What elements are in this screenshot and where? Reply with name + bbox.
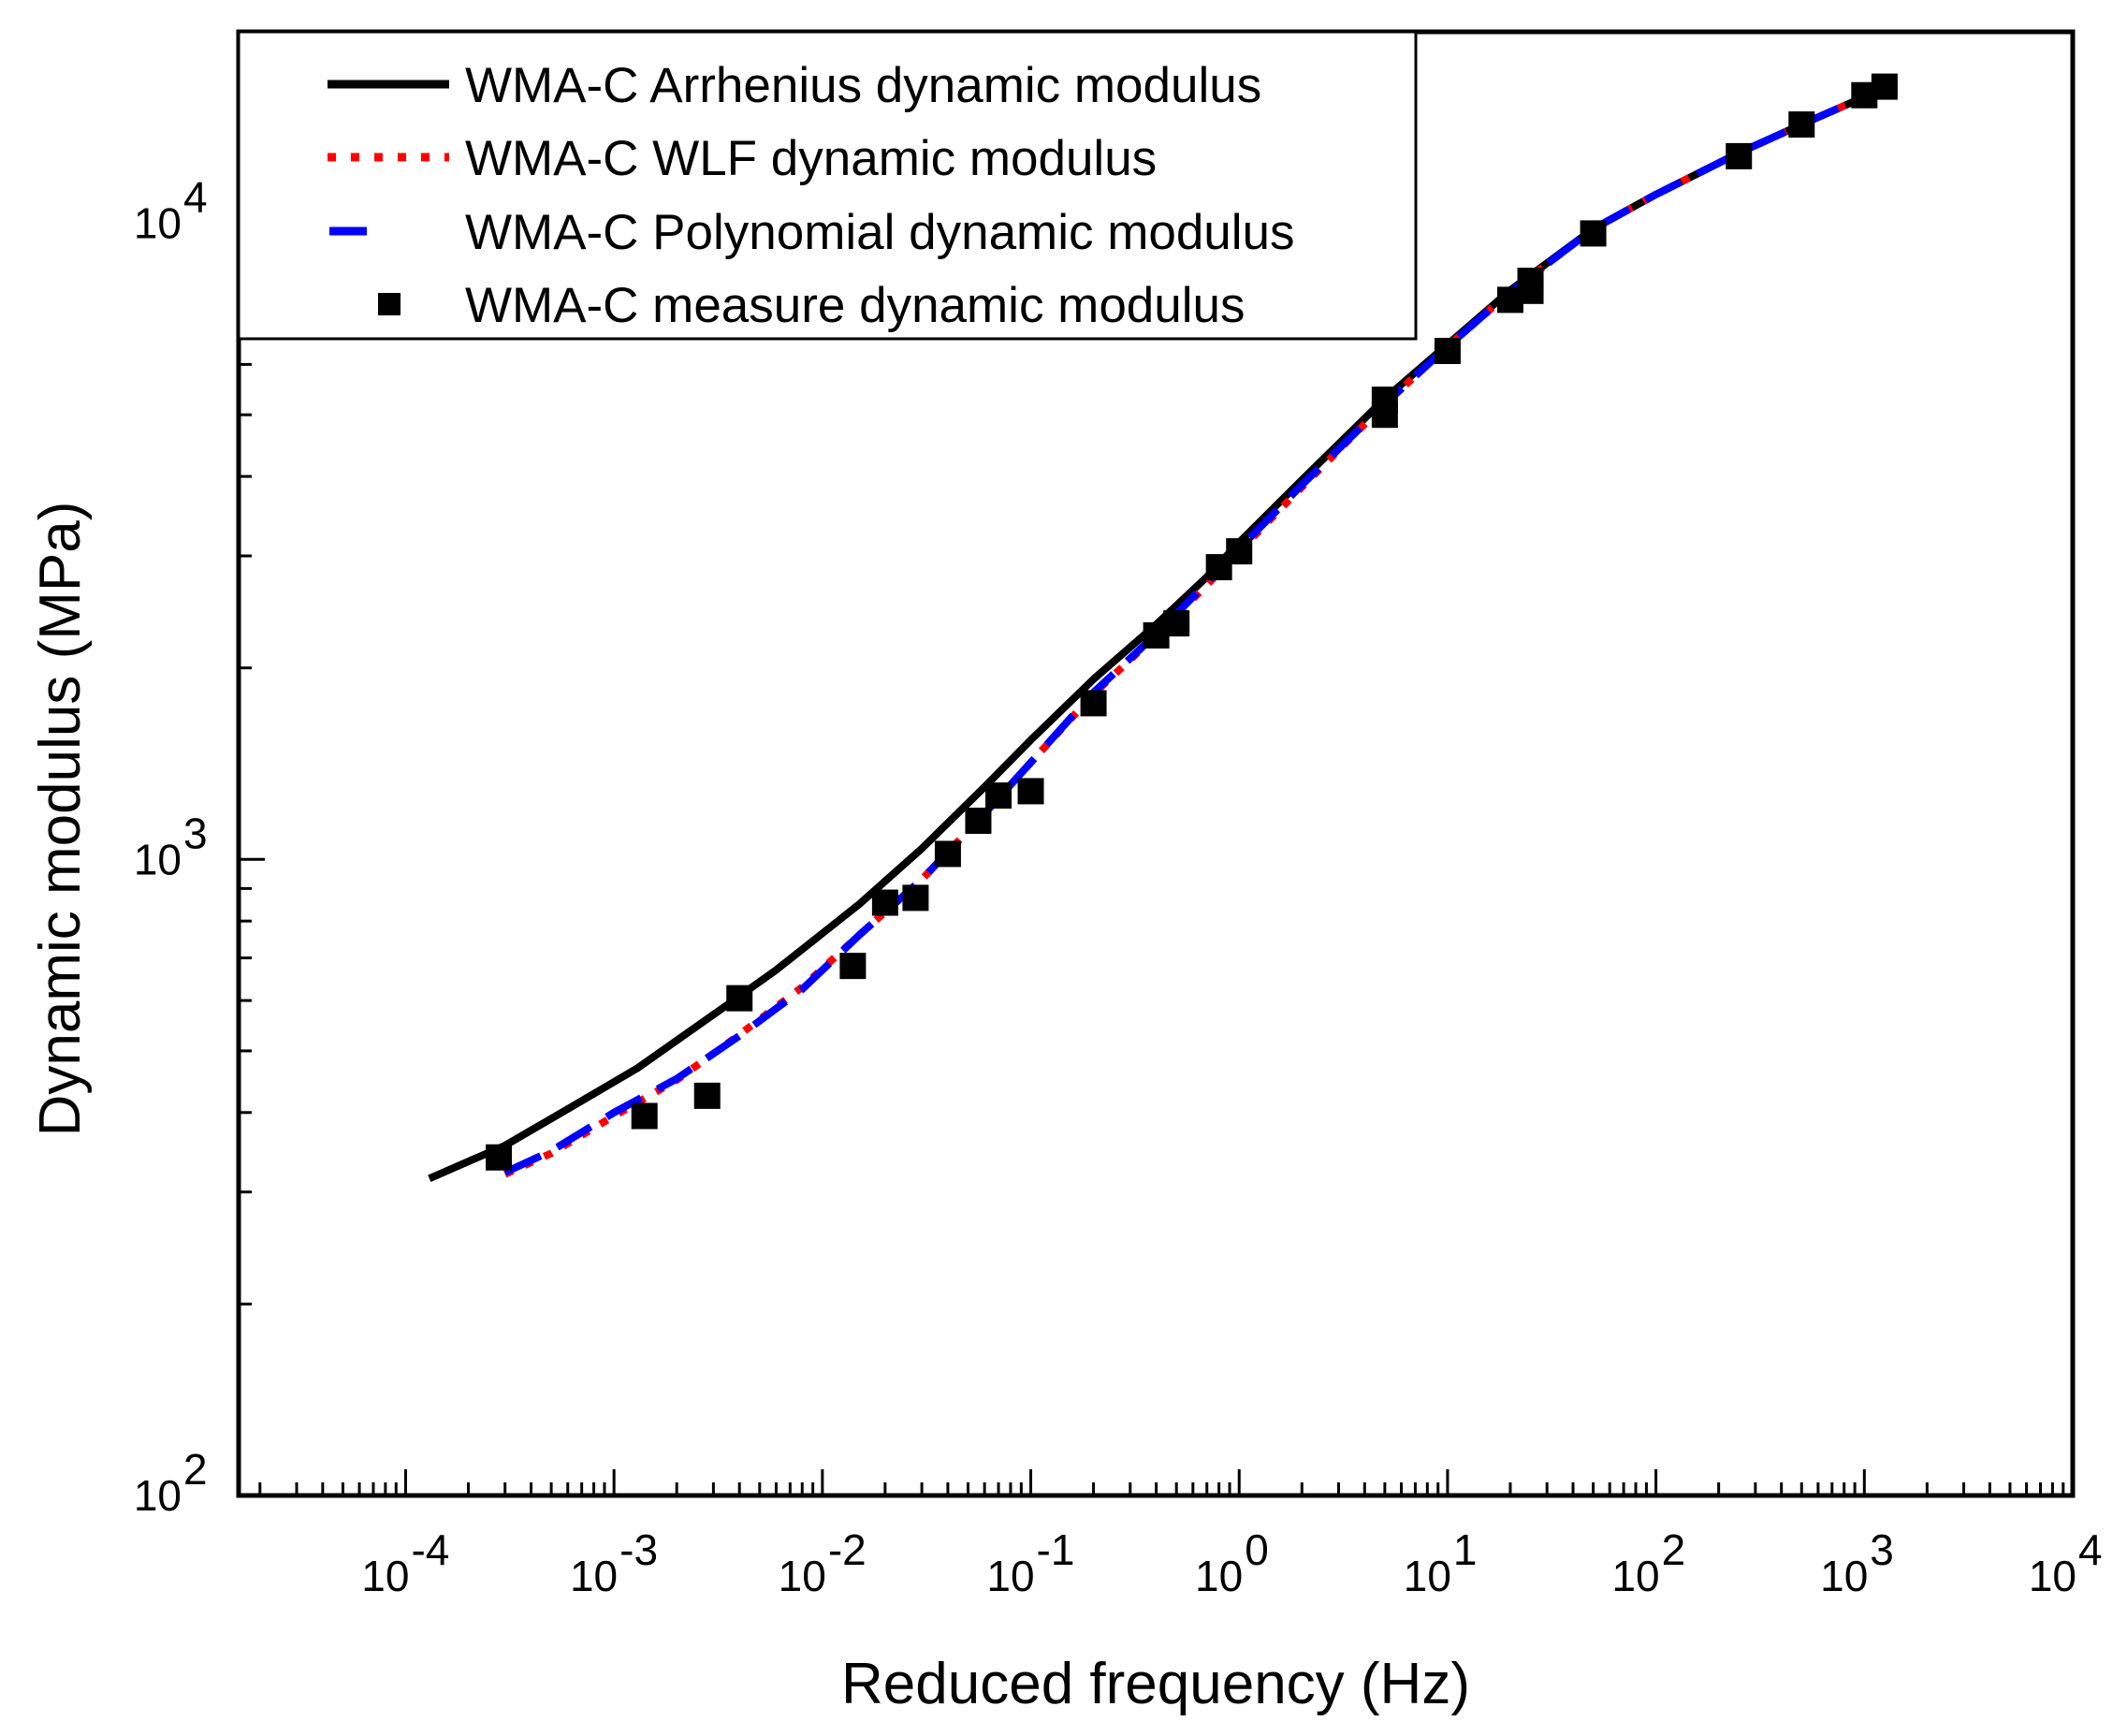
measured-point	[1788, 111, 1815, 139]
measured-point	[693, 1082, 721, 1109]
x-tick-label-base: 10	[1820, 1552, 1868, 1600]
measured-points	[486, 73, 1898, 1171]
x-tick-label: 10-4	[361, 1525, 449, 1600]
legend-label-arrhenius: WMA-C Arrhenius dynamic modulus	[465, 58, 1261, 113]
legend-label-wlf: WMA-C WLF dynamic modulus	[465, 131, 1157, 186]
measured-point	[934, 840, 961, 868]
measured-point	[1434, 337, 1461, 364]
x-tick-label: 10-1	[986, 1525, 1074, 1600]
x-tick-label-base: 10	[361, 1552, 409, 1600]
y-tick-label-exponent: 3	[183, 809, 208, 857]
measured-point	[1080, 690, 1107, 717]
x-tick-label: 102	[1611, 1525, 1685, 1600]
x-tick-label-base: 10	[779, 1552, 826, 1600]
x-tick-label-exponent: 1	[1453, 1525, 1478, 1574]
y-tick-label-base: 10	[134, 835, 182, 883]
x-tick-label-exponent: 2	[1662, 1525, 1686, 1574]
x-tick-label-base: 10	[986, 1552, 1034, 1600]
measured-point	[1017, 778, 1044, 805]
x-tick-label-exponent: -4	[411, 1525, 449, 1574]
legend-label-polynomial: WMA-C Polynomial dynamic modulus	[465, 205, 1295, 260]
y-tick-label: 104	[134, 173, 208, 248]
y-tick-label: 103	[134, 809, 208, 883]
x-tick-label-exponent: 0	[1245, 1525, 1269, 1574]
measured-point	[1371, 387, 1398, 414]
measured-point	[631, 1102, 658, 1130]
y-tick-label-base: 10	[134, 1471, 182, 1520]
x-tick-label-base: 10	[1404, 1552, 1451, 1600]
x-tick-label: 104	[2029, 1525, 2103, 1600]
x-tick-label-exponent: 3	[1870, 1525, 1894, 1574]
series-layer	[428, 73, 1898, 1182]
measured-point	[985, 782, 1013, 810]
measured-point	[726, 985, 753, 1012]
measured-point	[1580, 220, 1607, 247]
x-tick-label: 103	[1820, 1525, 1894, 1600]
x-tick-label-exponent: -3	[619, 1525, 658, 1574]
x-tick-label-exponent: -1	[1037, 1525, 1075, 1574]
legend-label-measure: WMA-C measure dynamic modulus	[465, 278, 1246, 333]
x-tick-label-exponent: 4	[2078, 1525, 2103, 1574]
y-tick-label-exponent: 2	[183, 1445, 208, 1494]
y-tick-label-base: 10	[134, 199, 182, 248]
measured-point	[1726, 142, 1753, 169]
polynomial-line	[503, 84, 1883, 1176]
measured-point	[902, 884, 929, 912]
measured-point	[839, 953, 867, 980]
x-tick-label: 10-3	[570, 1525, 658, 1600]
legend-swatch-measure	[378, 293, 401, 315]
legend: WMA-C Arrhenius dynamic modulus WMA-C WL…	[237, 30, 1418, 341]
y-tick-label: 102	[134, 1445, 208, 1520]
x-tick-label-exponent: -2	[828, 1525, 867, 1574]
x-tick-label-base: 10	[1195, 1552, 1243, 1600]
measured-point	[486, 1144, 513, 1171]
x-tick-label: 101	[1404, 1525, 1478, 1600]
x-tick-label-base: 10	[1611, 1552, 1659, 1600]
measured-point	[1163, 610, 1190, 637]
y-tick-label-exponent: 4	[183, 173, 208, 222]
measured-point	[871, 889, 898, 916]
x-tick-label-base: 10	[570, 1552, 618, 1600]
measured-point	[1517, 268, 1544, 295]
x-tick-label-base: 10	[2029, 1552, 2076, 1600]
measured-point	[965, 808, 992, 835]
x-tick-label: 10-2	[779, 1525, 867, 1600]
measured-point	[1871, 73, 1898, 100]
measured-point	[1226, 538, 1253, 565]
x-axis-title: Reduced frequency (Hz)	[841, 1652, 1470, 1716]
y-axis-title: Dynamic modulus (MPa)	[28, 502, 93, 1137]
x-tick-label: 100	[1195, 1525, 1269, 1600]
